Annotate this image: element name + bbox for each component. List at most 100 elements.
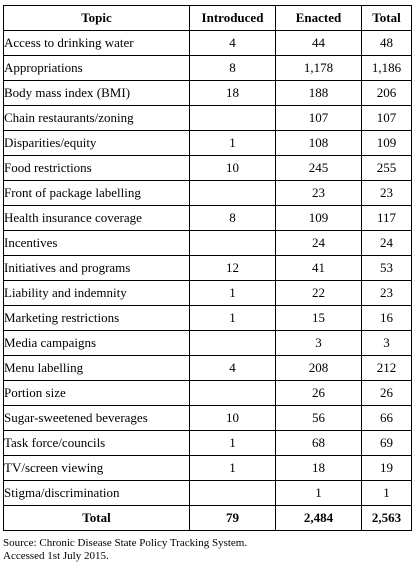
introduced-cell: 10 — [189, 155, 276, 181]
topic-cell: Health insurance coverage — [3, 205, 190, 231]
topic-cell: Body mass index (BMI) — [3, 80, 190, 106]
header-row: Topic Introduced Enacted Total — [3, 5, 412, 31]
table-row: Initiatives and programs 12 41 53 — [3, 255, 412, 281]
enacted-cell: 22 — [275, 280, 362, 306]
total-cell: 117 — [361, 205, 412, 231]
topic-cell: Media campaigns — [3, 330, 190, 356]
introduced-cell: 1 — [189, 280, 276, 306]
topic-cell: Sugar-sweetened beverages — [3, 405, 190, 431]
enacted-cell: 56 — [275, 405, 362, 431]
table-row: Disparities/equity 1 108 109 — [3, 130, 412, 156]
enacted-cell: 18 — [275, 455, 362, 481]
total-enacted: 2,484 — [275, 505, 362, 531]
total-cell: 206 — [361, 80, 412, 106]
introduced-cell: 1 — [189, 305, 276, 331]
topic-cell: Incentives — [3, 230, 190, 256]
topic-cell: Menu labelling — [3, 355, 190, 381]
total-cell: 107 — [361, 105, 412, 131]
total-cell: 109 — [361, 130, 412, 156]
table-row: Liability and indemnity 1 22 23 — [3, 280, 412, 306]
table-row: Incentives 24 24 — [3, 230, 412, 256]
enacted-cell: 26 — [275, 380, 362, 406]
table-row: Appropriations 8 1,178 1,186 — [3, 55, 412, 81]
topic-cell: Disparities/equity — [3, 130, 190, 156]
source-note: Source: Chronic Disease State Policy Tra… — [3, 537, 411, 563]
table-row: Front of package labelling 23 23 — [3, 180, 412, 206]
total-cell: 24 — [361, 230, 412, 256]
topic-cell: Initiatives and programs — [3, 255, 190, 281]
topic-cell: Access to drinking water — [3, 30, 190, 56]
total-cell: 1,186 — [361, 55, 412, 81]
enacted-cell: 1,178 — [275, 55, 362, 81]
enacted-cell: 15 — [275, 305, 362, 331]
topic-cell: Stigma/discrimination — [3, 480, 190, 506]
enacted-cell: 68 — [275, 430, 362, 456]
total-label: Total — [3, 505, 190, 531]
introduced-cell — [189, 480, 276, 506]
table-row: Chain restaurants/zoning 107 107 — [3, 105, 412, 131]
topic-cell: Portion size — [3, 380, 190, 406]
topic-cell: Task force/councils — [3, 430, 190, 456]
total-cell: 69 — [361, 430, 412, 456]
introduced-cell: 1 — [189, 130, 276, 156]
introduced-cell — [189, 180, 276, 206]
topic-cell: Liability and indemnity — [3, 280, 190, 306]
introduced-cell: 1 — [189, 455, 276, 481]
topic-cell: Appropriations — [3, 55, 190, 81]
table-row: Menu labelling 4 208 212 — [3, 355, 412, 381]
table-row: Stigma/discrimination 1 1 — [3, 480, 412, 506]
enacted-cell: 41 — [275, 255, 362, 281]
table-row: Food restrictions 10 245 255 — [3, 155, 412, 181]
enacted-cell: 44 — [275, 30, 362, 56]
total-cell: 23 — [361, 180, 412, 206]
enacted-cell: 1 — [275, 480, 362, 506]
enacted-cell: 109 — [275, 205, 362, 231]
table-row: Access to drinking water 4 44 48 — [3, 30, 412, 56]
topic-cell: Marketing restrictions — [3, 305, 190, 331]
table-row: TV/screen viewing 1 18 19 — [3, 455, 412, 481]
enacted-cell: 3 — [275, 330, 362, 356]
enacted-cell: 108 — [275, 130, 362, 156]
policy-table: Topic Introduced Enacted Total Access to… — [3, 5, 412, 531]
total-cell: 1 — [361, 480, 412, 506]
topic-cell: TV/screen viewing — [3, 455, 190, 481]
table-row: Media campaigns 3 3 — [3, 330, 412, 356]
enacted-cell: 24 — [275, 230, 362, 256]
table-row: Task force/councils 1 68 69 — [3, 430, 412, 456]
introduced-cell: 10 — [189, 405, 276, 431]
total-row: Total 79 2,484 2,563 — [3, 505, 412, 531]
introduced-cell — [189, 230, 276, 256]
introduced-cell: 4 — [189, 355, 276, 381]
enacted-cell: 208 — [275, 355, 362, 381]
introduced-cell: 8 — [189, 55, 276, 81]
total-cell: 23 — [361, 280, 412, 306]
enacted-cell: 188 — [275, 80, 362, 106]
total-cell: 26 — [361, 380, 412, 406]
total-cell: 16 — [361, 305, 412, 331]
header-topic: Topic — [3, 5, 190, 31]
source-line-1: Source: Chronic Disease State Policy Tra… — [3, 537, 248, 549]
table-row: Body mass index (BMI) 18 188 206 — [3, 80, 412, 106]
header-introduced: Introduced — [189, 5, 276, 31]
introduced-cell: 8 — [189, 205, 276, 231]
total-cell: 48 — [361, 30, 412, 56]
introduced-cell — [189, 105, 276, 131]
table-body: Access to drinking water 4 44 48 Appropriati… — [3, 30, 412, 506]
total-introduced: 79 — [189, 505, 276, 531]
introduced-cell: 12 — [189, 255, 276, 281]
total-cell: 53 — [361, 255, 412, 281]
table-row: Marketing restrictions 1 15 16 — [3, 305, 412, 331]
introduced-cell: 4 — [189, 30, 276, 56]
source-line-2: Accessed 1st July 2015. — [3, 550, 109, 562]
topic-cell: Front of package labelling — [3, 180, 190, 206]
total-cell: 3 — [361, 330, 412, 356]
header-total: Total — [361, 5, 412, 31]
total-cell: 66 — [361, 405, 412, 431]
table-row: Portion size 26 26 — [3, 380, 412, 406]
introduced-cell — [189, 330, 276, 356]
table-row: Health insurance coverage 8 109 117 — [3, 205, 412, 231]
enacted-cell: 107 — [275, 105, 362, 131]
total-total: 2,563 — [361, 505, 412, 531]
total-cell: 212 — [361, 355, 412, 381]
topic-cell: Chain restaurants/zoning — [3, 105, 190, 131]
